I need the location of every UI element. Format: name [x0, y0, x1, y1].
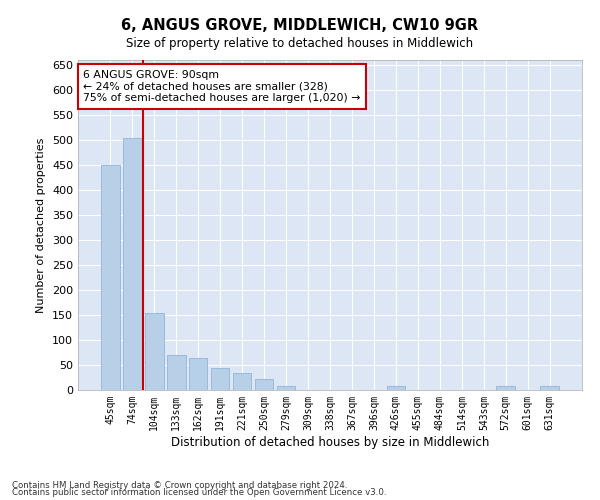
Y-axis label: Number of detached properties: Number of detached properties: [37, 138, 46, 312]
Bar: [145, 312, 164, 390]
Bar: [123, 138, 142, 390]
Bar: [101, 165, 119, 390]
Bar: [189, 358, 208, 390]
Bar: [541, 386, 559, 390]
Bar: [255, 379, 274, 390]
Bar: [386, 386, 405, 390]
Text: 6 ANGUS GROVE: 90sqm
← 24% of detached houses are smaller (328)
75% of semi-deta: 6 ANGUS GROVE: 90sqm ← 24% of detached h…: [83, 70, 361, 103]
Bar: [496, 386, 515, 390]
Text: 6, ANGUS GROVE, MIDDLEWICH, CW10 9GR: 6, ANGUS GROVE, MIDDLEWICH, CW10 9GR: [121, 18, 479, 32]
Bar: [233, 372, 251, 390]
Text: Size of property relative to detached houses in Middlewich: Size of property relative to detached ho…: [127, 38, 473, 51]
Bar: [167, 355, 185, 390]
Text: Contains HM Land Registry data © Crown copyright and database right 2024.: Contains HM Land Registry data © Crown c…: [12, 480, 347, 490]
Text: Contains public sector information licensed under the Open Government Licence v3: Contains public sector information licen…: [12, 488, 386, 497]
Bar: [277, 386, 295, 390]
Bar: [211, 368, 229, 390]
X-axis label: Distribution of detached houses by size in Middlewich: Distribution of detached houses by size …: [171, 436, 489, 448]
